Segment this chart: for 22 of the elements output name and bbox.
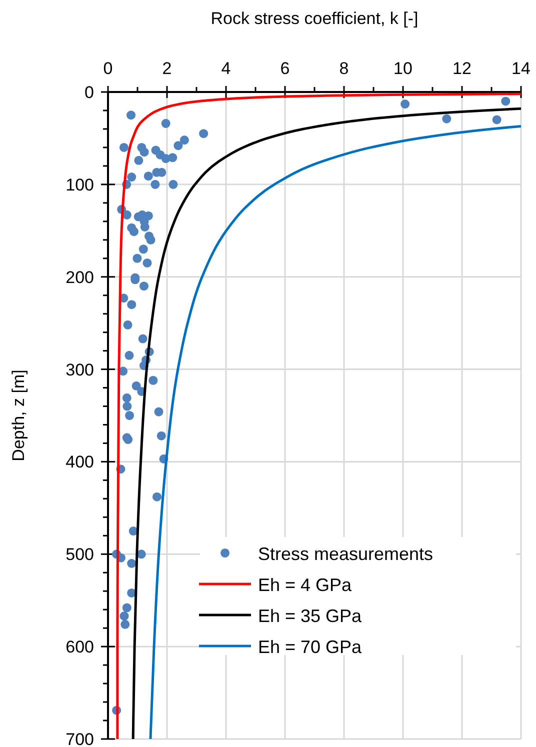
- x-axis-title: Rock stress coefficient, k [-]: [210, 9, 418, 28]
- x-tick-label: 8: [339, 59, 349, 78]
- y-tick-label: 0: [84, 83, 94, 102]
- x-tick-label: 6: [280, 59, 290, 78]
- x-tick-label: 4: [221, 59, 231, 78]
- y-tick-label: 400: [66, 452, 94, 472]
- y-tick-label: 200: [66, 268, 94, 287]
- y-tick-label: 700: [66, 730, 94, 747]
- x-tick-label: 2: [162, 59, 172, 78]
- legend-label: Stress measurements: [258, 544, 434, 564]
- x-tick-label: 14: [512, 59, 530, 78]
- x-tick-label: 10: [394, 59, 412, 78]
- legend-label: Eh = 4 GPa: [258, 575, 353, 595]
- y-tick-label: 600: [66, 638, 94, 657]
- x-tick-label: 12: [452, 59, 472, 78]
- legend-label: Eh = 35 GPa: [258, 606, 363, 626]
- y-tick-label: 500: [66, 545, 94, 564]
- legend-label: Eh = 70 GPa: [258, 637, 363, 657]
- y-tick-label: 100: [66, 175, 94, 194]
- y-tick-label: 300: [66, 360, 94, 380]
- x-tick-label: 0: [103, 59, 113, 78]
- y-axis-title: Depth, z [m]: [9, 370, 28, 462]
